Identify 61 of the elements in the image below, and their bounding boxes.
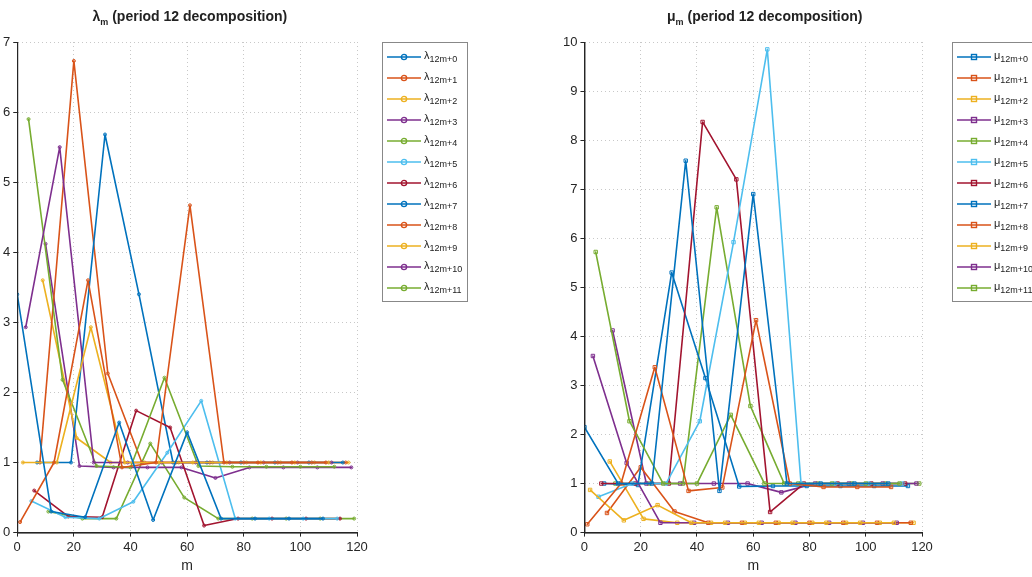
y-tick-label: 5 — [570, 278, 578, 294]
x-tick-label: 40 — [123, 538, 138, 554]
y-tick-label: 3 — [570, 377, 578, 392]
y-tick-label: 1 — [3, 454, 11, 470]
x-tick-label: 120 — [346, 538, 368, 554]
x-tick-label: 40 — [689, 538, 705, 554]
legend-label: μ$_{12m+3}$ — [994, 111, 1029, 128]
x-tick-label: 20 — [66, 538, 82, 554]
y-tick-label: 6 — [570, 229, 578, 245]
x-tick-label: 0 — [13, 538, 21, 554]
legend-label: μ$_{12m+7}$ — [994, 195, 1029, 212]
chart-title: μ$_{m}$ (period 12 decomposition) — [667, 8, 863, 27]
legend-label: λ$_{12m+11}$ — [424, 279, 462, 296]
y-tick-label: 0 — [570, 524, 578, 540]
legend-label: λ$_{12m+2}$ — [424, 90, 458, 107]
y-tick-label: 8 — [570, 131, 578, 147]
legend-label: μ$_{12m+2}$ — [994, 90, 1029, 107]
y-tick-label: 4 — [570, 327, 578, 343]
legend-label: μ$_{12m+6}$ — [994, 174, 1029, 191]
x-tick-label: 120 — [911, 538, 933, 554]
legend-label: μ$_{12m+0}$ — [994, 48, 1029, 65]
x-axis-title: m — [747, 557, 760, 574]
legend-label: λ$_{12m+9}$ — [424, 237, 458, 254]
y-tick-label: 2 — [570, 426, 578, 442]
x-tick-label: 100 — [289, 538, 312, 554]
legend-label: λ$_{12m+5}$ — [424, 153, 458, 170]
chart-title: λ$_{m}$ (period 12 decomposition) — [92, 8, 288, 27]
x-axis-title: m — [181, 557, 193, 574]
x-tick-label: 60 — [746, 538, 761, 554]
legend-label: λ$_{12m+0}$ — [424, 48, 458, 65]
legend-label: λ$_{12m+10}$ — [424, 258, 463, 275]
x-tick-label: 80 — [802, 538, 817, 554]
legend-label: μ$_{12m+11}$ — [994, 279, 1032, 296]
y-tick-label: 9 — [570, 82, 578, 98]
y-tick-label: 2 — [3, 384, 11, 400]
y-tick-label: 4 — [3, 243, 11, 259]
y-tick-label: 6 — [3, 103, 11, 119]
y-tick-label: 3 — [3, 313, 11, 329]
legend-label: λ$_{12m+1}$ — [424, 69, 458, 86]
legend-label: λ$_{12m+8}$ — [424, 216, 458, 233]
y-tick-label: 10 — [562, 33, 578, 49]
y-tick-label: 5 — [3, 173, 11, 189]
y-tick-label: 7 — [570, 180, 578, 196]
legend-label: μ$_{12m+8}$ — [994, 216, 1029, 233]
y-tick-label: 7 — [3, 33, 11, 49]
legend-label: λ$_{12m+7}$ — [424, 195, 458, 212]
legend-label: μ$_{12m+4}$ — [994, 132, 1029, 149]
y-tick-label: 1 — [570, 475, 578, 491]
legend-label: μ$_{12m+5}$ — [994, 153, 1029, 170]
legend-label: λ$_{12m+4}$ — [424, 132, 458, 149]
legend-label: λ$_{12m+3}$ — [424, 111, 458, 128]
x-tick-label: 100 — [854, 538, 877, 554]
legend-label: μ$_{12m+9}$ — [994, 237, 1029, 254]
legend-label: μ$_{12m+1}$ — [994, 69, 1029, 86]
x-tick-label: 80 — [236, 538, 251, 554]
x-tick-label: 20 — [633, 538, 648, 554]
x-tick-label: 60 — [179, 538, 195, 554]
legend-label: λ$_{12m+6}$ — [424, 174, 458, 191]
y-tick-label: 0 — [3, 524, 11, 540]
legend-label: μ$_{12m+10}$ — [994, 258, 1032, 275]
x-tick-label: 0 — [580, 538, 589, 554]
